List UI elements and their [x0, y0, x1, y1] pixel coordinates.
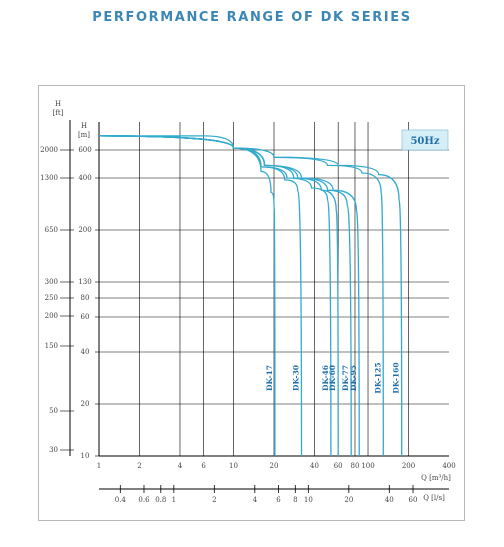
- x2-tick-label: 20: [344, 496, 353, 504]
- x-tick-label: 20: [270, 462, 279, 470]
- y-tick-label: 600: [78, 146, 91, 154]
- x2-tick-label: 0.8: [155, 496, 166, 504]
- x2-axis-unit: Q [l/s]: [423, 494, 445, 502]
- y-axis-unit-h: H: [81, 122, 87, 130]
- page-title: PERFORMANCE RANGE OF DK SERIES: [92, 10, 412, 25]
- x-tick-label: 10: [229, 462, 238, 470]
- x-tick-label: 60: [334, 462, 343, 470]
- y2-axis-unit-h: H: [55, 100, 61, 108]
- y2-tick-label: 300: [45, 278, 58, 286]
- x-tick-label: 80: [351, 462, 360, 470]
- series-curve-dk-95: [98, 135, 360, 457]
- y-tick-label: 80: [81, 294, 90, 302]
- x2-tick-label: 60: [409, 496, 418, 504]
- y-axis-unit-m: [m]: [78, 131, 90, 139]
- x-tick-label: 200: [402, 462, 415, 470]
- x2-tick-label: 1: [172, 496, 176, 504]
- series-label-dk-46: DK-46: [321, 365, 330, 391]
- series-label-dk-160: DK-160: [392, 362, 401, 393]
- x2-tick-label: 6: [276, 496, 281, 504]
- x-tick-label: 2: [137, 462, 141, 470]
- series-label-dk-60: DK-60: [328, 365, 337, 391]
- x-tick-label: 1: [97, 462, 101, 470]
- y-tick-label: 40: [81, 348, 90, 356]
- x-tick-label: 6: [201, 462, 206, 470]
- y2-tick-label: 2000: [40, 146, 58, 154]
- y2-tick-label: 30: [49, 446, 58, 454]
- y2-tick-label: 200: [45, 312, 58, 320]
- x2-tick-label: 8: [293, 496, 297, 504]
- series-curve-dk-17: [99, 135, 276, 457]
- y-tick-label: 20: [81, 400, 90, 408]
- series-label-dk-125: DK-125: [373, 362, 382, 393]
- x2-tick-label: 0.6: [138, 496, 150, 504]
- chart-frame: [38, 85, 465, 521]
- frequency-badge-label: 50Hz: [410, 136, 439, 147]
- series-label-dk-17: DK-17: [265, 365, 274, 391]
- y2-tick-label: 150: [45, 342, 58, 350]
- x-tick-label: 40: [310, 462, 319, 470]
- x2-tick-label: 10: [304, 496, 313, 504]
- x-tick-label: 100: [361, 462, 374, 470]
- x-tick-label: 4: [178, 462, 183, 470]
- series-label-dk-95: DK-95: [349, 365, 358, 391]
- y2-axis-unit-ft: [ft]: [53, 109, 64, 117]
- x-tick-label: 400: [442, 462, 455, 470]
- y-tick-label: 60: [81, 313, 90, 321]
- y-tick-label: 400: [78, 174, 91, 182]
- y-tick-label: 200: [78, 226, 91, 234]
- y2-tick-label: 1300: [40, 174, 58, 182]
- series-curve-dk-60: [98, 135, 339, 457]
- y-tick-label: 10: [81, 452, 90, 460]
- x2-tick-label: 2: [212, 496, 216, 504]
- series-label-dk-77: DK-77: [341, 365, 350, 391]
- frequency-badge: [401, 129, 449, 151]
- y2-tick-label: 250: [45, 294, 58, 302]
- y2-tick-label: 50: [49, 407, 58, 415]
- x2-tick-label: 0.4: [115, 496, 127, 504]
- series-curve-dk-125: [98, 135, 384, 457]
- x2-tick-label: 4: [253, 496, 258, 504]
- x2-tick-label: 40: [385, 496, 394, 504]
- series-curve-dk-160: [98, 135, 403, 457]
- y-tick-label: 130: [78, 278, 91, 286]
- y2-tick-label: 650: [45, 226, 58, 234]
- x-axis-unit: Q [m³/h]: [421, 474, 451, 482]
- series-label-dk-30: DK-30: [291, 365, 300, 391]
- series-curve-dk-77: [98, 135, 352, 457]
